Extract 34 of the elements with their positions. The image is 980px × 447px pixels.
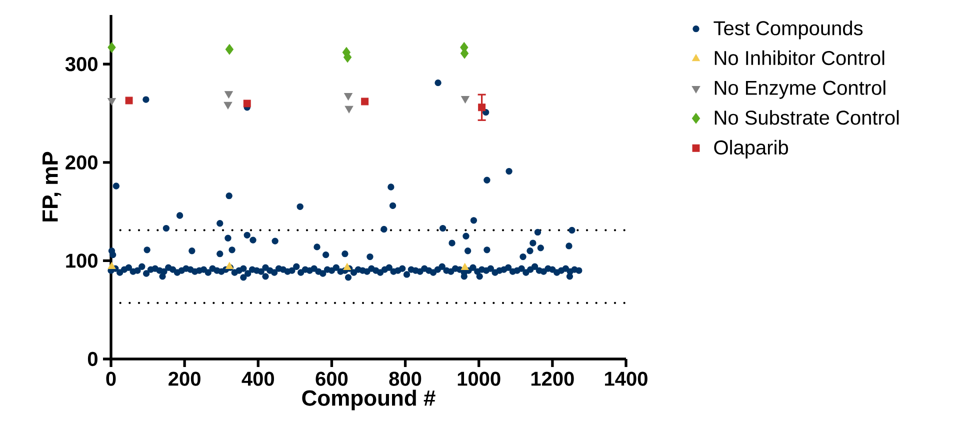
point bbox=[460, 263, 469, 270]
legend-label: No Enzyme Control bbox=[714, 80, 886, 99]
point bbox=[343, 263, 352, 270]
x-axis-title: Compound # bbox=[302, 390, 436, 410]
point bbox=[225, 44, 234, 55]
x-tick-label: 800 bbox=[389, 372, 422, 386]
y-tick-label: 300 bbox=[65, 57, 98, 72]
x-tick-label: 1000 bbox=[458, 372, 500, 386]
x-tick-label: 200 bbox=[168, 372, 200, 386]
point bbox=[224, 91, 233, 98]
legend-label: Test Compounds bbox=[714, 20, 863, 40]
y-tick-label: 0 bbox=[88, 352, 98, 366]
point bbox=[361, 98, 369, 106]
point bbox=[344, 93, 352, 100]
x-tick-label: 1400 bbox=[605, 372, 648, 386]
x-tick-label: 0 bbox=[106, 372, 116, 386]
point bbox=[125, 96, 133, 104]
x-tick-label: 1200 bbox=[531, 372, 574, 386]
point bbox=[108, 262, 116, 270]
point bbox=[478, 104, 486, 112]
point bbox=[108, 98, 116, 106]
point bbox=[344, 106, 354, 114]
point bbox=[243, 100, 251, 108]
y-tick-label: 100 bbox=[66, 254, 98, 268]
y-tick-label: 200 bbox=[66, 155, 98, 170]
point bbox=[108, 42, 116, 53]
x-tick-label: 600 bbox=[316, 372, 348, 386]
legend-label: Olaparib bbox=[714, 140, 788, 159]
point bbox=[224, 102, 232, 110]
y-axis-title: FP, mP bbox=[42, 152, 62, 222]
legend-label: No Substrate Control bbox=[714, 110, 899, 125]
legend-label: No Inhibitor Control bbox=[714, 50, 884, 66]
x-tick-label: 400 bbox=[242, 372, 274, 386]
point bbox=[461, 96, 470, 104]
